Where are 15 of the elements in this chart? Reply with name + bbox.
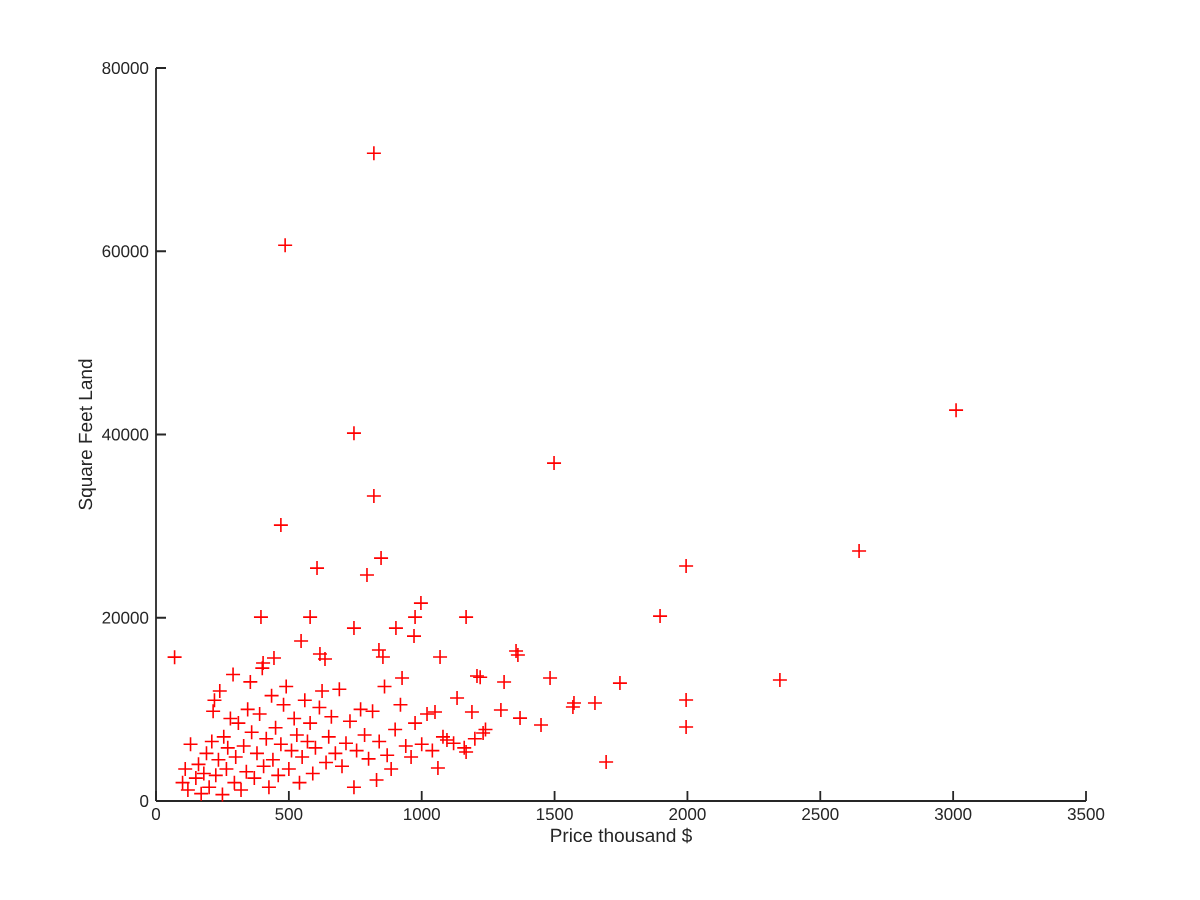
x-axis-title: Price thousand $ bbox=[551, 827, 692, 844]
x-tick-label: 2500 bbox=[802, 808, 839, 821]
x-tick-label: 2000 bbox=[669, 808, 706, 821]
y-tick-label: 80000 bbox=[102, 62, 149, 75]
y-axis-title: Square Feet Land bbox=[78, 359, 96, 510]
x-tick-label: 500 bbox=[275, 808, 303, 821]
x-tick-label: 1500 bbox=[536, 808, 573, 821]
x-tick-label: 3000 bbox=[934, 808, 972, 821]
x-tick-label: 1000 bbox=[404, 808, 440, 821]
y-tick-label: 20000 bbox=[102, 611, 149, 624]
x-tick-label: 3500 bbox=[1067, 808, 1105, 821]
y-tick-label: 60000 bbox=[102, 245, 149, 258]
y-tick-label: 0 bbox=[140, 794, 149, 808]
y-tick-label: 40000 bbox=[102, 428, 149, 441]
x-tick-label: 0 bbox=[151, 808, 161, 821]
